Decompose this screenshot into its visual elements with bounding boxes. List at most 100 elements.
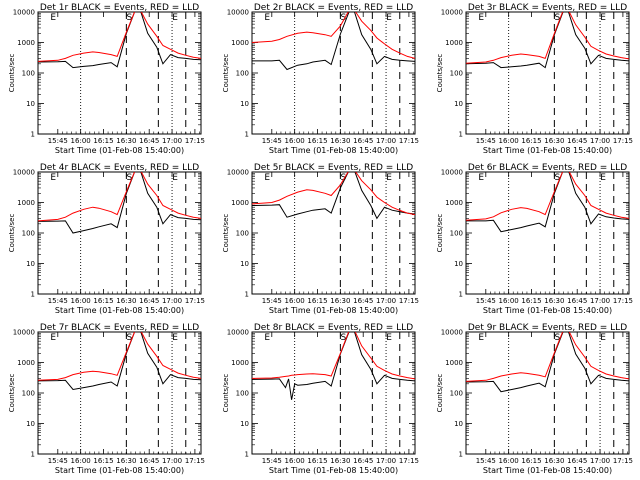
event-marker-label: E bbox=[50, 13, 56, 23]
x-tick-label: 16:30 bbox=[330, 297, 350, 305]
x-tick-label: 16:45 bbox=[139, 297, 159, 305]
panel-title: Det 1r BLACK = Events, RED = LLD bbox=[40, 3, 199, 13]
y-tick-label: 10000 bbox=[13, 169, 35, 177]
y-tick-label: 100 bbox=[22, 70, 35, 78]
panel-title: Det 8r BLACK = Events, RED = LLD bbox=[254, 323, 413, 333]
x-axis-label: Start Time (01-Feb-08 15:40:00) bbox=[483, 146, 612, 155]
y-tick-label: 10000 bbox=[441, 169, 463, 177]
y-tick-label: 1 bbox=[459, 131, 463, 139]
x-tick-label: 16:30 bbox=[544, 457, 564, 465]
plot-frame bbox=[251, 331, 416, 455]
event-marker-label: E bbox=[264, 333, 270, 343]
series-line-red bbox=[466, 12, 629, 64]
y-tick-label: 10 bbox=[240, 100, 249, 108]
panel-title: Det 3r BLACK = Events, RED = LLD bbox=[468, 3, 627, 13]
panel-1: Det 1r BLACK = Events, RED = LLD 1 10 100 10… bbox=[8, 3, 205, 155]
y-tick-label: 100 bbox=[450, 230, 463, 238]
x-tick-label: 15:45 bbox=[48, 457, 68, 465]
event-marker-label: E bbox=[264, 13, 270, 23]
plot-frame bbox=[37, 171, 202, 295]
x-tick-label: 16:45 bbox=[567, 137, 587, 145]
y-tick-label: 1 bbox=[31, 291, 35, 299]
x-tick-label: 17:15 bbox=[399, 297, 419, 305]
panel-8: Det 8r BLACK = Events, RED = LLD 1 10 100 10… bbox=[222, 323, 419, 475]
y-tick-label: 1 bbox=[31, 131, 35, 139]
y-tick-label: 100 bbox=[450, 70, 463, 78]
y-tick-label: 100 bbox=[236, 230, 249, 238]
y-axis-label: Counts/sec bbox=[436, 214, 444, 253]
series-line-red bbox=[466, 172, 629, 221]
event-marker-label: E bbox=[172, 173, 178, 183]
y-tick-label: 10 bbox=[240, 260, 249, 268]
x-tick-label: 17:00 bbox=[376, 137, 396, 145]
event-marker-label: E bbox=[50, 333, 56, 343]
y-tick-label: 10 bbox=[26, 260, 35, 268]
x-axis-label: Start Time (01-Feb-08 15:40:00) bbox=[269, 146, 398, 155]
y-tick-label: 1 bbox=[245, 451, 249, 459]
event-marker-label: S bbox=[126, 333, 132, 343]
x-tick-label: 16:00 bbox=[285, 457, 305, 465]
plot-frame bbox=[465, 171, 630, 295]
x-tick-label: 16:45 bbox=[567, 457, 587, 465]
x-tick-label: 17:15 bbox=[185, 297, 205, 305]
y-tick-label: 1000 bbox=[445, 359, 463, 367]
y-tick-label: 100 bbox=[236, 390, 249, 398]
panel-title: Det 6r BLACK = Events, RED = LLD bbox=[468, 163, 627, 173]
x-tick-label: 16:45 bbox=[139, 137, 159, 145]
event-marker-label: S bbox=[340, 333, 346, 343]
x-tick-label: 16:00 bbox=[499, 297, 519, 305]
x-tick-label: 16:45 bbox=[567, 297, 587, 305]
event-marker-label: S bbox=[554, 173, 560, 183]
y-tick-label: 1000 bbox=[17, 359, 35, 367]
plot-frame bbox=[37, 331, 202, 455]
x-tick-label: 15:45 bbox=[476, 137, 496, 145]
x-tick-label: 16:30 bbox=[544, 137, 564, 145]
y-tick-label: 1 bbox=[31, 451, 35, 459]
event-marker-label: S bbox=[126, 173, 132, 183]
y-tick-label: 100 bbox=[22, 230, 35, 238]
plot-frame bbox=[251, 11, 416, 135]
x-tick-label: 16:30 bbox=[544, 297, 564, 305]
y-axis-label: Counts/sec bbox=[8, 54, 16, 93]
y-axis-label: Counts/sec bbox=[8, 374, 16, 413]
x-tick-label: 15:45 bbox=[262, 297, 282, 305]
x-tick-label: 16:45 bbox=[353, 297, 373, 305]
y-tick-label: 10 bbox=[454, 260, 463, 268]
x-tick-label: 16:00 bbox=[499, 137, 519, 145]
x-tick-label: 16:15 bbox=[521, 297, 541, 305]
y-tick-label: 1000 bbox=[445, 199, 463, 207]
x-axis-label: Start Time (01-Feb-08 15:40:00) bbox=[483, 306, 612, 315]
x-axis-label: Start Time (01-Feb-08 15:40:00) bbox=[55, 146, 184, 155]
y-tick-label: 10 bbox=[240, 420, 249, 428]
panel-title: Det 4r BLACK = Events, RED = LLD bbox=[40, 163, 199, 173]
event-marker-label: E bbox=[478, 173, 484, 183]
x-tick-label: 17:15 bbox=[399, 137, 419, 145]
x-tick-label: 16:30 bbox=[116, 297, 136, 305]
event-marker-label: E bbox=[600, 13, 606, 23]
series-line-red bbox=[252, 12, 415, 59]
y-tick-label: 1000 bbox=[231, 39, 249, 47]
x-tick-label: 15:45 bbox=[48, 297, 68, 305]
x-tick-label: 16:30 bbox=[330, 457, 350, 465]
series-line-red bbox=[38, 332, 201, 381]
y-tick-label: 1 bbox=[245, 131, 249, 139]
x-tick-label: 17:00 bbox=[162, 297, 182, 305]
panel-5: Det 5r BLACK = Events, RED = LLD 1 10 100 10… bbox=[222, 163, 419, 315]
event-marker-label: E bbox=[172, 333, 178, 343]
event-marker-label: S bbox=[340, 13, 346, 23]
y-tick-label: 100 bbox=[450, 390, 463, 398]
x-tick-label: 16:30 bbox=[330, 137, 350, 145]
x-axis-label: Start Time (01-Feb-08 15:40:00) bbox=[269, 466, 398, 475]
x-tick-label: 17:00 bbox=[162, 137, 182, 145]
y-tick-label: 1000 bbox=[445, 39, 463, 47]
y-tick-label: 100 bbox=[236, 70, 249, 78]
x-tick-label: 17:00 bbox=[590, 297, 610, 305]
y-tick-label: 10000 bbox=[227, 329, 249, 337]
y-tick-label: 10 bbox=[454, 420, 463, 428]
y-tick-label: 1000 bbox=[17, 199, 35, 207]
event-marker-label: E bbox=[264, 173, 270, 183]
panel-9: Det 9r BLACK = Events, RED = LLD 1 10 100 10… bbox=[436, 323, 633, 475]
x-tick-label: 17:00 bbox=[376, 457, 396, 465]
event-marker-label: E bbox=[600, 173, 606, 183]
